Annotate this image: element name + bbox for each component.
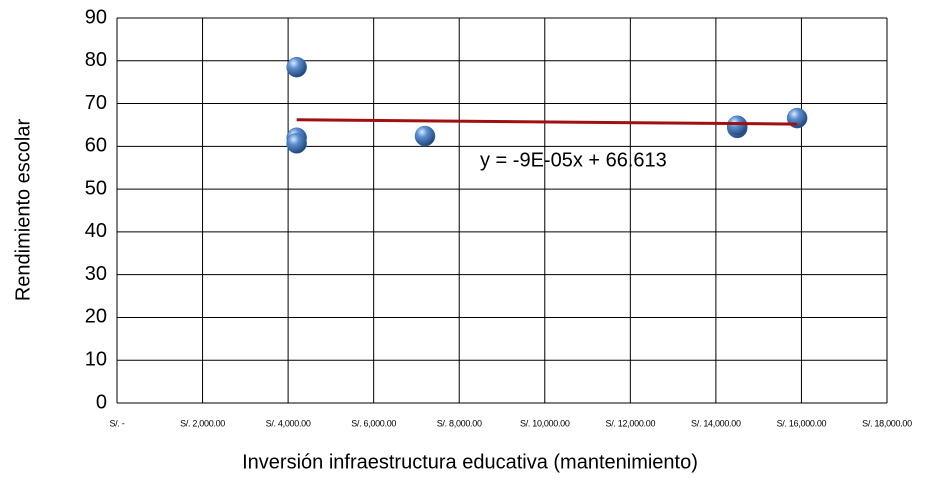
y-tick-label: 0 bbox=[96, 391, 107, 413]
x-tick-label: S/. 18,000.00 bbox=[862, 418, 912, 428]
x-tick-label: S/. 8,000.00 bbox=[437, 418, 482, 428]
trendline bbox=[296, 118, 798, 126]
x-tick-label: S/. 10,000.00 bbox=[520, 418, 570, 428]
x-tick-label: S/. 12,000.00 bbox=[606, 418, 656, 428]
trendline-equation: y = -9E-05x + 66.613 bbox=[480, 149, 667, 171]
y-tick-label: 10 bbox=[85, 349, 107, 371]
y-tick-label: 30 bbox=[85, 263, 107, 285]
y-tick-label: 80 bbox=[85, 49, 107, 71]
y-tick-label: 50 bbox=[85, 177, 107, 199]
point bbox=[727, 115, 748, 137]
y-axis-label: Rendimiento escolar bbox=[12, 119, 34, 302]
point bbox=[414, 125, 436, 147]
x-tick-label: S/. 4,000.00 bbox=[266, 418, 311, 428]
x-axis-label: Inversión infraestructura educativa (man… bbox=[242, 451, 698, 473]
x-tick-label: S/. - bbox=[109, 418, 124, 428]
y-tick-label: 40 bbox=[85, 220, 107, 242]
x-tick-label: S/. 16,000.00 bbox=[777, 418, 827, 428]
y-tick-label: 60 bbox=[85, 135, 107, 157]
x-tick-label: S/. 14,000.00 bbox=[691, 418, 741, 428]
x-tick-label: S/. 2,000.00 bbox=[180, 418, 225, 428]
y-tick-label: 90 bbox=[85, 6, 107, 28]
y-tick-label: 20 bbox=[85, 306, 107, 328]
y-tick-label: 70 bbox=[85, 92, 107, 114]
x-tick-label: S/. 6,000.00 bbox=[351, 418, 396, 428]
point bbox=[286, 133, 307, 154]
point bbox=[286, 56, 307, 78]
